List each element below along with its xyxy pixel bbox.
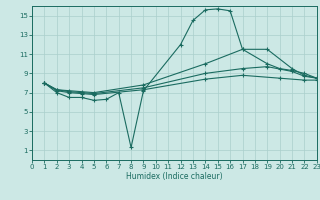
X-axis label: Humidex (Indice chaleur): Humidex (Indice chaleur) [126, 172, 223, 181]
